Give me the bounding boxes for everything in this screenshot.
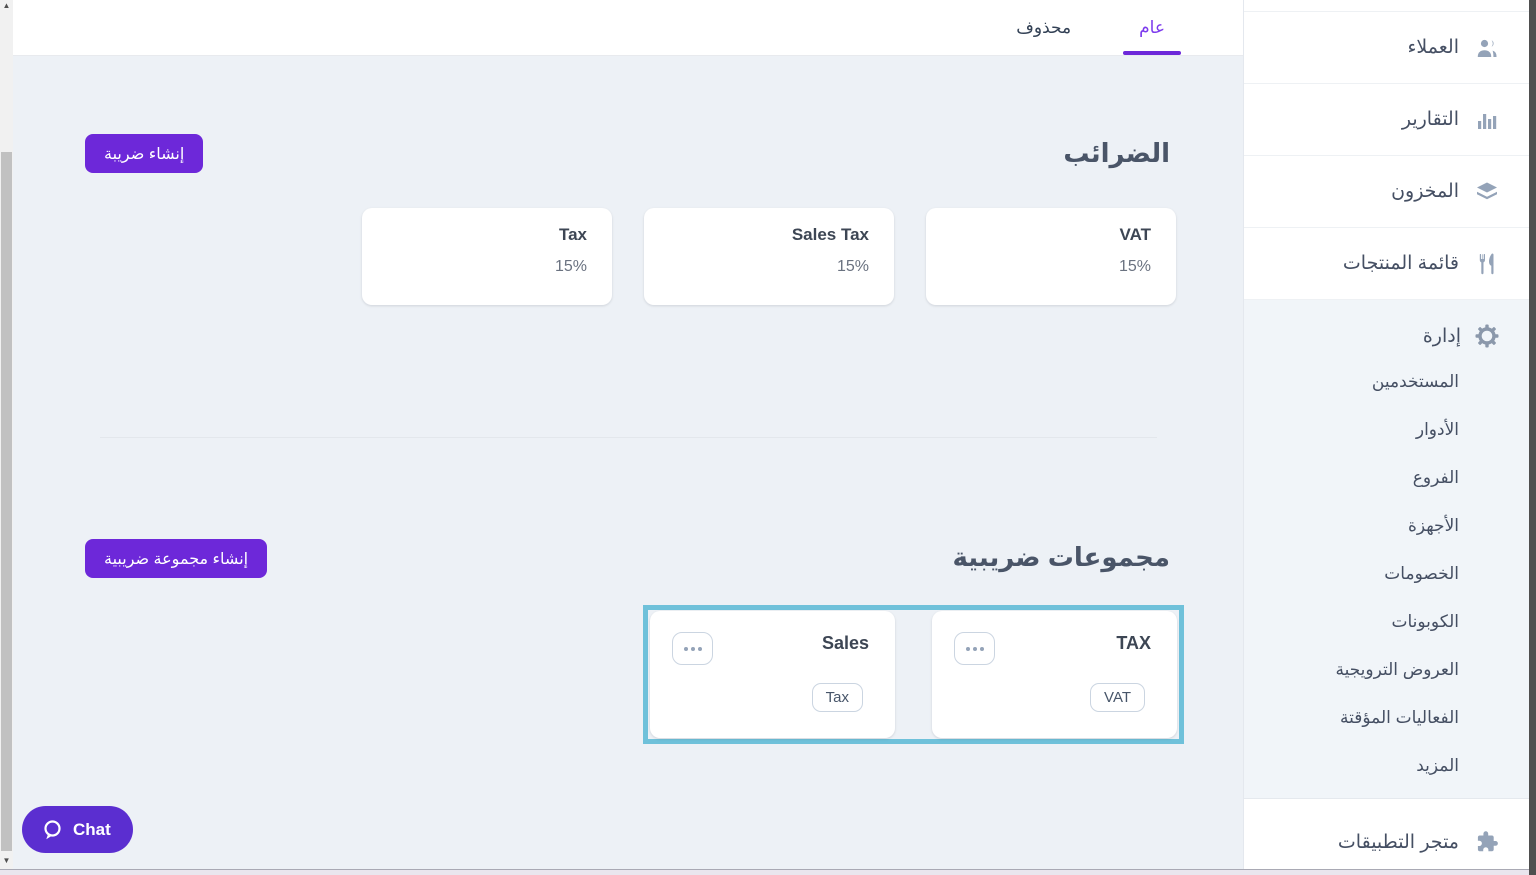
section-divider: [100, 437, 1157, 438]
sidebar-item-users[interactable]: المستخدمين: [1244, 358, 1529, 406]
sidebar-item-inventory[interactable]: المخزون: [1244, 156, 1529, 228]
tax-card-sales-tax[interactable]: Sales Tax 15%: [644, 208, 894, 305]
tax-groups-highlight-box: TAX VAT Sales Tax: [643, 605, 1184, 744]
sidebar-item-label: المخزون: [1391, 181, 1459, 202]
create-tax-button[interactable]: إنشاء ضريبة: [85, 134, 204, 173]
group-name: Sales: [821, 633, 869, 653]
tax-group-card-sales[interactable]: Sales Tax: [650, 611, 895, 738]
sidebar-item-label: العملاء: [1407, 37, 1460, 58]
chat-bubble-icon: [40, 818, 64, 842]
tab-general[interactable]: عام: [1123, 0, 1181, 55]
taxes-section-title: الضرائب: [1063, 138, 1170, 168]
group-name: TAX: [1116, 633, 1151, 653]
sidebar-child-label: الفروع: [1412, 468, 1459, 487]
sidebar-child-label: الأدوار: [1415, 420, 1459, 439]
sidebar-item-timed-events[interactable]: الفعاليات المؤقتة: [1244, 694, 1529, 742]
chat-label: Chat: [73, 819, 111, 839]
content-area: الضرائب إنشاء ضريبة VAT 15% Sales Tax 15…: [13, 56, 1243, 869]
tax-rate: 15%: [554, 258, 587, 275]
tab-deleted[interactable]: محذوف: [1000, 0, 1087, 55]
tax-groups-section-title: مجموعات ضريبية: [952, 542, 1171, 572]
sidebar-item-label: متجر التطبيقات: [1337, 831, 1459, 853]
sidebar-child-label: الأجهزة: [1407, 516, 1459, 535]
group-menu-button[interactable]: [672, 632, 713, 665]
tax-card-vat[interactable]: VAT 15%: [926, 208, 1176, 305]
sidebar-item-devices[interactable]: الأجهزة: [1244, 502, 1529, 550]
group-menu-button[interactable]: [954, 632, 995, 665]
active-tab-underline: [1123, 51, 1181, 55]
sidebar-child-label: الكوبونات: [1391, 612, 1459, 631]
sidebar-item-product-list[interactable]: قائمة المنتجات: [1244, 228, 1529, 300]
window-right-edge: [1529, 0, 1536, 875]
sidebar-child-label: الخصومات: [1384, 564, 1459, 583]
sidebar-child-label: الفعاليات المؤقتة: [1340, 708, 1459, 727]
sidebar: العملاء التقارير المخزون قائمة المنتجات: [1243, 0, 1529, 875]
sidebar-item-coupons[interactable]: الكوبونات: [1244, 598, 1529, 646]
window-bottom-edge: [0, 869, 1529, 875]
sidebar-item-branches[interactable]: الفروع: [1244, 454, 1529, 502]
sidebar-item-customers[interactable]: العملاء: [1244, 12, 1529, 84]
tab-bar: عام محذوف: [13, 0, 1243, 56]
gear-icon: [1475, 324, 1499, 348]
utensils-icon: [1475, 252, 1499, 276]
main-area: عام محذوف الضرائب إنشاء ضريبة VAT 15% Sa…: [13, 0, 1243, 869]
sidebar-item-roles[interactable]: الأدوار: [1244, 406, 1529, 454]
sidebar-child-label: المزيد: [1416, 756, 1459, 775]
group-tax-chip: Tax: [811, 683, 863, 712]
sidebar-bottom-section: متجر التطبيقات: [1244, 798, 1529, 875]
scroll-up-arrow[interactable]: ▲: [2, 1, 11, 10]
sidebar-child-label: المستخدمين: [1371, 372, 1459, 391]
chat-button[interactable]: Chat: [22, 806, 133, 853]
users-icon: [1475, 36, 1499, 60]
create-tax-group-button[interactable]: إنشاء مجموعة ضريبية: [85, 539, 268, 578]
page-scrollbar[interactable]: ▲ ▼: [0, 0, 13, 869]
layers-icon: [1475, 180, 1499, 204]
tax-name: VAT: [1119, 225, 1151, 244]
scroll-down-arrow[interactable]: ▼: [2, 856, 11, 865]
sidebar-item-more[interactable]: المزيد: [1244, 742, 1529, 790]
sidebar-management-section: إدارة المستخدمين الأدوار الفروع الأجهزة …: [1244, 300, 1529, 798]
group-tax-chip: VAT: [1090, 683, 1145, 712]
sidebar-item-label: التقارير: [1401, 109, 1459, 130]
sidebar-top-divider: [1244, 0, 1529, 12]
tax-rate: 15%: [1118, 258, 1151, 275]
sidebar-item-app-store[interactable]: متجر التطبيقات: [1244, 799, 1529, 875]
tax-card-tax[interactable]: Tax 15%: [362, 208, 612, 305]
puzzle-icon: [1475, 830, 1499, 854]
scrollbar-thumb[interactable]: [1, 152, 12, 851]
tax-name: Tax: [558, 225, 587, 244]
tax-rate: 15%: [836, 258, 869, 275]
sidebar-item-discounts[interactable]: الخصومات: [1244, 550, 1529, 598]
sidebar-item-label: إدارة: [1422, 325, 1461, 347]
tab-label: محذوف: [1016, 17, 1072, 37]
bar-chart-icon: [1475, 108, 1499, 132]
sidebar-item-promotions[interactable]: العروض الترويجية: [1244, 646, 1529, 694]
tax-group-card-tax[interactable]: TAX VAT: [932, 611, 1177, 738]
tab-label: عام: [1139, 17, 1165, 37]
sidebar-item-management[interactable]: إدارة: [1244, 314, 1529, 358]
sidebar-item-label: قائمة المنتجات: [1342, 253, 1459, 274]
tax-cards-row: VAT 15% Sales Tax 15% Tax 15%: [362, 208, 1176, 305]
sidebar-child-label: العروض الترويجية: [1335, 660, 1459, 679]
tax-name: Sales Tax: [791, 225, 869, 244]
sidebar-item-reports[interactable]: التقارير: [1244, 84, 1529, 156]
